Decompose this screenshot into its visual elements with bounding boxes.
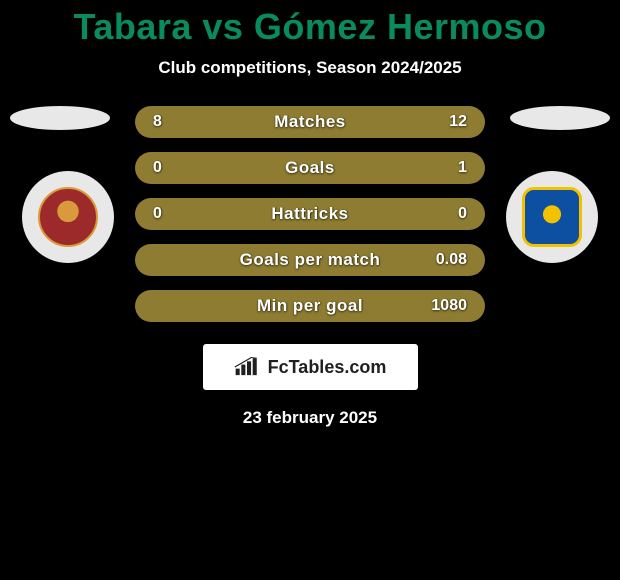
stat-row: Min per goal 1080: [135, 290, 485, 322]
stats-rows: 8 Matches 12 0 Goals 1 0 Hattricks 0 Goa…: [135, 106, 485, 322]
stat-label: Goals: [135, 158, 485, 178]
watermark: FcTables.com: [203, 344, 418, 390]
team-left-badge: [22, 171, 114, 263]
stat-row: 0 Hattricks 0: [135, 198, 485, 230]
stat-row: Goals per match 0.08: [135, 244, 485, 276]
bar-chart-icon: [234, 357, 260, 377]
comparison-stage: 8 Matches 12 0 Goals 1 0 Hattricks 0 Goa…: [0, 106, 620, 428]
team-left-crest: [38, 187, 98, 247]
page-title: Tabara vs Gómez Hermoso: [0, 0, 620, 48]
player-right-photo: [510, 106, 610, 130]
stat-right-value: 1: [458, 159, 467, 177]
player-left-photo: [10, 106, 110, 130]
team-right-badge: [506, 171, 598, 263]
stat-label: Hattricks: [135, 204, 485, 224]
stat-left-value: 0: [153, 205, 162, 223]
stat-label: Matches: [135, 112, 485, 132]
stat-label: Goals per match: [135, 250, 485, 270]
team-right-crest: [522, 187, 582, 247]
stat-right-value: 12: [449, 113, 467, 131]
watermark-text: FcTables.com: [268, 357, 387, 378]
stat-row: 0 Goals 1: [135, 152, 485, 184]
subtitle: Club competitions, Season 2024/2025: [0, 58, 620, 78]
stat-left-value: 8: [153, 113, 162, 131]
stat-right-value: 0.08: [436, 251, 467, 269]
stat-left-value: 0: [153, 159, 162, 177]
stat-row: 8 Matches 12: [135, 106, 485, 138]
stat-right-value: 0: [458, 205, 467, 223]
date-text: 23 february 2025: [0, 408, 620, 428]
stat-right-value: 1080: [431, 297, 467, 315]
